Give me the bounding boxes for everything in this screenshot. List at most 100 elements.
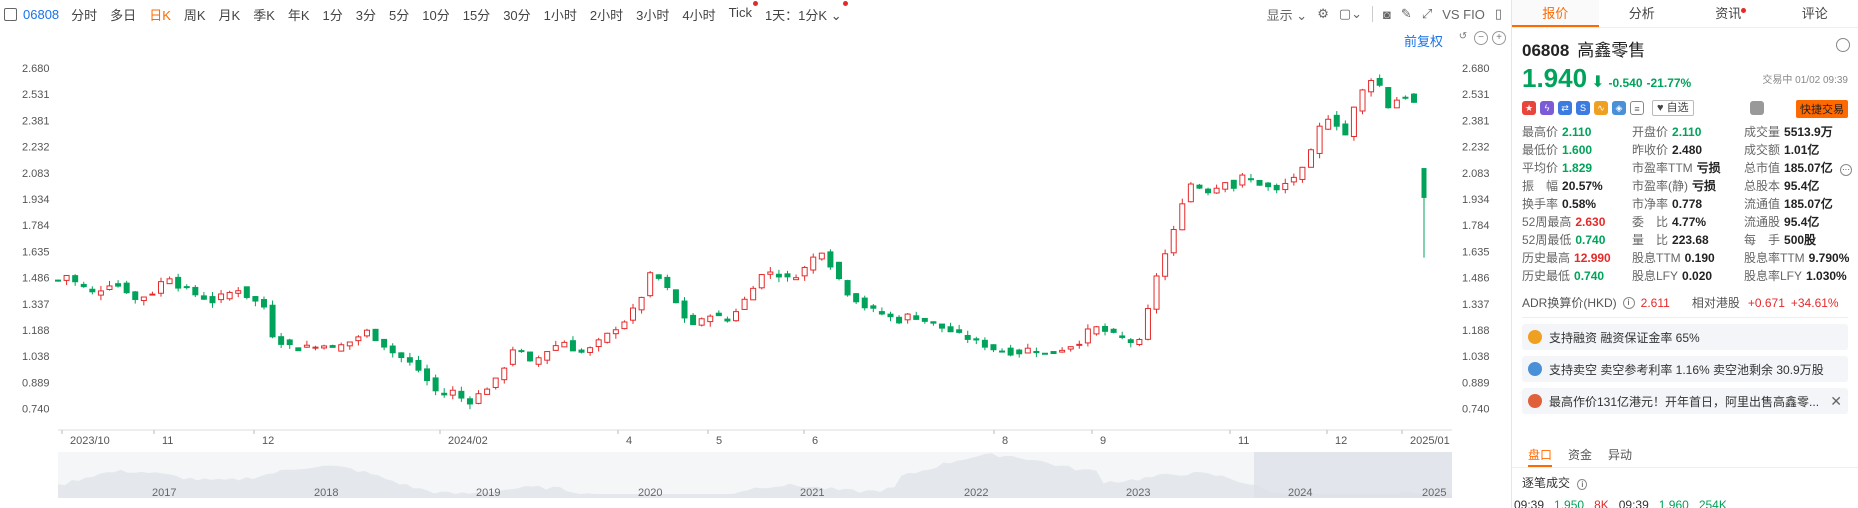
period-9[interactable]: 5分 — [389, 7, 410, 23]
period-10[interactable]: 10分 — [422, 7, 450, 23]
period-11[interactable]: 15分 — [462, 7, 491, 23]
toolbar-right: 显示 ⌄ ⚙ ▢⌄ ◙ ✎ ⤢ VS FIO ▯ — [1267, 0, 1502, 28]
x-tick-label: 8 — [1002, 435, 1008, 447]
trend-icon[interactable]: ∿ — [1594, 101, 1608, 115]
x-tick-label: 12 — [262, 435, 274, 447]
candle-body — [1179, 203, 1186, 231]
info-icon[interactable]: i — [1622, 296, 1635, 309]
info-icon[interactable]: i — [1577, 479, 1588, 490]
period-8[interactable]: 3分 — [355, 7, 377, 23]
candle-body — [1256, 179, 1263, 186]
display-menu[interactable]: 显示 ⌄ — [1266, 7, 1308, 23]
draw-icon[interactable]: ✎ — [1400, 6, 1412, 21]
banner-2[interactable]: 最高作价131亿港元！开年首日，阿里出售高鑫零... ✕ — [1522, 388, 1848, 414]
period-5[interactable]: 季K — [253, 7, 275, 23]
lightning-icon[interactable]: ϟ — [1540, 101, 1554, 115]
kline-chart[interactable]: 2.680 2.531 2.381 2.232 2.083 1.934 1.784 1.635… — [0, 0, 1510, 508]
candle-body — [1230, 179, 1237, 189]
depth-tab-1[interactable]: 资金 — [1568, 448, 1593, 462]
period-17[interactable]: Tick — [729, 0, 758, 24]
gear-icon[interactable] — [1836, 38, 1850, 52]
candle-body — [1282, 182, 1289, 191]
zoom-out-icon[interactable]: − — [1474, 31, 1488, 45]
trade-ticks-title: 逐笔成交 i — [1522, 474, 1588, 491]
period-4[interactable]: 月K — [218, 7, 241, 23]
banner-icon — [1528, 362, 1542, 376]
settings-icon[interactable]: ⚙ — [1317, 6, 1329, 21]
more-icon[interactable]: ··· — [1840, 164, 1852, 176]
doc-icon[interactable]: ≡ — [1630, 101, 1644, 115]
candle-body — [484, 388, 491, 395]
y-tick-right: 1.784 — [1462, 220, 1490, 232]
exchange-icon[interactable]: ⇄ — [1558, 101, 1572, 115]
banner-0[interactable]: 支持融资 融资保证金率 65% — [1522, 324, 1848, 350]
period-16[interactable]: 4小时 — [682, 7, 716, 23]
depth-tabs: 盘口 资金 异动 — [1512, 444, 1858, 468]
compare-button[interactable]: VS FIO — [1442, 6, 1485, 22]
period-12[interactable]: 30分 — [503, 7, 531, 23]
period-3[interactable]: 周K — [183, 7, 206, 23]
candle-body — [1308, 149, 1315, 168]
stock-code: 06808 — [1522, 41, 1570, 60]
period-15[interactable]: 3小时 — [636, 7, 670, 23]
reset-icon[interactable]: ↺ — [1458, 31, 1468, 42]
camera-icon[interactable]: ◙ — [1383, 6, 1391, 22]
adr-label: ADR换算价(HKD) — [1522, 296, 1617, 310]
candle-body — [1247, 178, 1254, 181]
y-tick-right: 1.038 — [1462, 351, 1490, 363]
tab-3[interactable]: 评论 — [1801, 6, 1828, 21]
period-6[interactable]: 年K — [287, 7, 310, 23]
tab-0[interactable]: 报价 — [1512, 0, 1599, 27]
depth-tab-2[interactable]: 异动 — [1608, 448, 1633, 462]
period-0[interactable]: 分时 — [71, 7, 98, 23]
s-icon[interactable]: S — [1576, 101, 1590, 115]
hk-connect-icon[interactable]: ★ — [1522, 101, 1536, 115]
tab-1[interactable]: 分析 — [1628, 6, 1655, 21]
candle-body — [938, 323, 945, 329]
quick-trade-button[interactable]: 快捷交易 — [1796, 100, 1848, 118]
adjust-mode-button[interactable]: 前复权 — [1404, 34, 1444, 49]
down-arrow-icon: ⬇ — [1591, 74, 1605, 91]
banners: 支持融资 融资保证金率 65% 支持卖空 卖空参考利率 1.16% 卖空池剩余 3… — [1512, 324, 1858, 414]
candle-body — [149, 293, 156, 296]
stock-code-label[interactable]: 06808 — [23, 6, 60, 22]
quote-label: 流通股 — [1744, 215, 1781, 229]
candle-body — [793, 277, 800, 281]
fullscreen-icon[interactable]: ⤢ — [1421, 6, 1433, 21]
period-list: 分时 多日 日K 周K 月K 季K 年K 1分 3分 5分 10分 15分 30分 1小时 2小时 3小时 4小… — [71, 0, 765, 24]
multi-period-select[interactable]: 1天：1分K ⌄ — [765, 0, 848, 24]
depth-tab-0[interactable]: 盘口 — [1528, 444, 1553, 467]
period-14[interactable]: 2小时 — [589, 7, 624, 23]
candle-body — [1393, 99, 1400, 109]
tab-2[interactable]: 资讯 — [1685, 0, 1772, 27]
candle-body — [1153, 275, 1160, 310]
zoom-in-icon[interactable]: + — [1492, 31, 1506, 45]
period-13[interactable]: 1小时 — [543, 7, 577, 23]
candle-body — [475, 393, 482, 404]
candle-body — [655, 274, 662, 279]
close-icon[interactable]: ✕ — [1830, 392, 1842, 409]
panel-toggle-icon[interactable]: ▯ — [1494, 6, 1502, 21]
candle-body — [784, 273, 791, 278]
tag-icon[interactable]: ◈ — [1612, 101, 1626, 115]
banner-text: 支持融资 融资保证金率 65% — [1549, 330, 1700, 345]
candle-body — [63, 274, 70, 281]
period-2[interactable]: 日K — [149, 7, 171, 23]
banner-1[interactable]: 支持卖空 卖空参考利率 1.16% 卖空池剩余 30.9万股 — [1522, 356, 1848, 382]
period-7[interactable]: 1分 — [322, 7, 343, 23]
add-watchlist-button[interactable]: ♥ 自选 — [1652, 100, 1694, 116]
candle-body — [183, 286, 190, 289]
bell-icon[interactable] — [1750, 101, 1764, 115]
layout-icon[interactable] — [4, 7, 17, 21]
window-icon[interactable]: ▢⌄ — [1338, 6, 1363, 21]
period-1[interactable]: 多日 — [110, 7, 137, 23]
quote-label: 平均价 — [1522, 161, 1559, 175]
candle-body — [1016, 349, 1023, 355]
candle-body — [123, 282, 130, 294]
candle-body — [1213, 187, 1220, 194]
candle-body — [200, 295, 207, 300]
candle-body — [398, 352, 405, 359]
quote-cell: 总股本 95.4亿 — [1744, 178, 1852, 194]
adr-price: 2.611 — [1640, 295, 1670, 310]
candle-body — [878, 311, 885, 315]
